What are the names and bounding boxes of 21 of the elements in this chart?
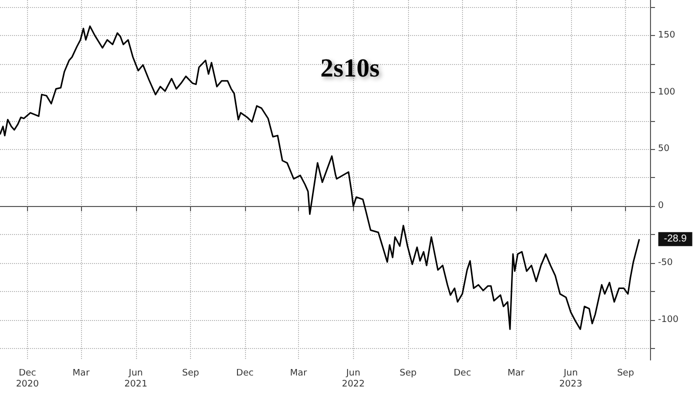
x-tick-label: Dec 2020	[16, 368, 40, 390]
y-tick-label: 50	[658, 144, 670, 154]
y-tick-label: -50	[658, 258, 673, 268]
x-tick-label: Mar	[290, 368, 308, 378]
y-tick-label: 0	[658, 201, 664, 212]
x-tick-label: Sep	[182, 368, 200, 378]
line-series	[0, 25, 640, 330]
y-tick-label: 150	[658, 30, 676, 40]
x-tick-label: Mar	[507, 368, 525, 378]
annotation: -28.9	[664, 234, 688, 245]
x-tick-label: Mar	[72, 368, 90, 378]
x-tick-label: Dec	[454, 368, 472, 378]
x-tick-label: Jun 2023	[559, 368, 582, 390]
text: 2s10s	[320, 54, 380, 82]
y-tick-label: 100	[658, 87, 676, 98]
x-tick-label: Jun 2022	[342, 368, 365, 390]
y-tick-label: -100	[658, 315, 679, 326]
x-tick-label: Sep	[617, 368, 634, 378]
x-tick-label: Sep	[400, 368, 417, 378]
x-tick-label: Jun 2021	[124, 368, 148, 390]
x-tick-label: Dec	[236, 368, 254, 378]
